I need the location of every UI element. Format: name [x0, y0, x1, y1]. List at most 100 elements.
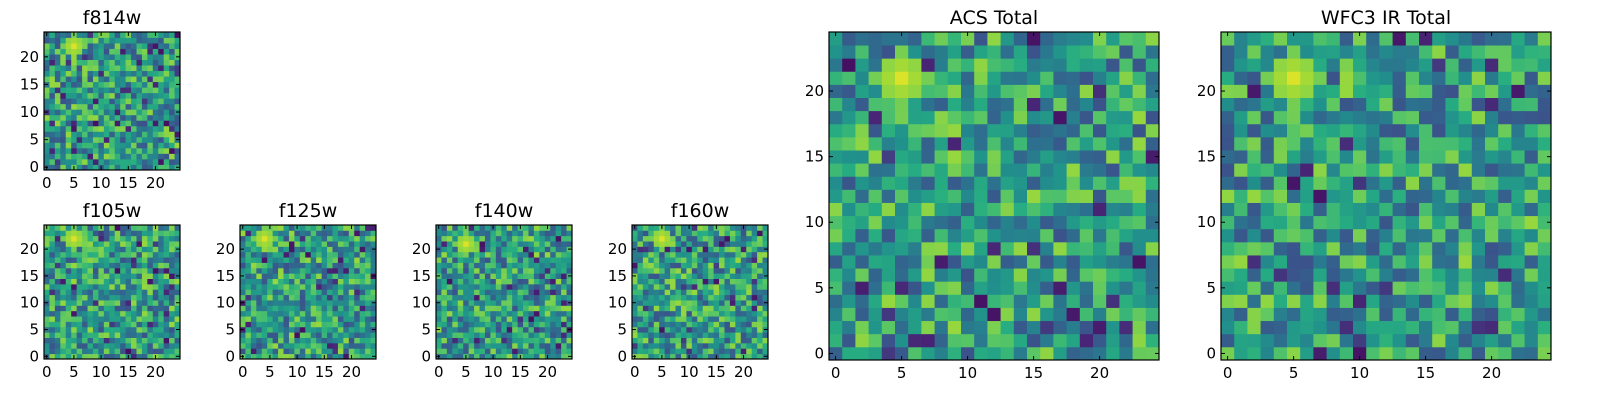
heatmap-cell [1339, 32, 1354, 46]
heatmap-cell [1287, 189, 1301, 203]
heatmap-cell [517, 230, 524, 237]
heatmap-cell [1106, 136, 1120, 151]
heatmap-cell [1000, 32, 1015, 46]
heatmap-cell [648, 246, 655, 253]
heatmap-cell [54, 316, 61, 322]
heatmap-cell [495, 326, 502, 333]
heatmap-cell [1079, 97, 1094, 112]
heatmap-cell [512, 262, 518, 269]
heatmap-cell [103, 153, 110, 160]
heatmap-cell [114, 262, 121, 269]
heatmap-cell [702, 300, 709, 306]
heatmap-cell [550, 235, 557, 242]
heatmap-cell [136, 43, 143, 49]
heatmap-cell [136, 109, 143, 116]
heatmap-cell [131, 32, 137, 38]
heatmap-cell [169, 305, 175, 312]
heatmap-cell [131, 305, 137, 312]
heatmap-cell [566, 283, 573, 290]
heatmap-cell [54, 65, 61, 72]
heatmap-cell [299, 326, 306, 333]
heatmap-cell [343, 337, 350, 344]
heatmap-cell [463, 294, 470, 301]
heatmap-cell [131, 59, 137, 66]
heatmap-cell [762, 310, 769, 317]
heatmap-cell [463, 332, 470, 338]
heatmap-cell [1524, 176, 1539, 190]
heatmap-cell [490, 348, 497, 355]
heatmap-cell [697, 305, 704, 312]
heatmap-cell [1537, 32, 1552, 46]
heatmap-cell [675, 294, 682, 301]
heatmap-cell [987, 163, 1001, 177]
heatmap-cell [1053, 110, 1067, 125]
heatmap-cell [120, 348, 126, 355]
heatmap-cell [1485, 241, 1499, 256]
heatmap-cell [152, 158, 159, 165]
heatmap-cell [141, 76, 148, 83]
heatmap-cell [1106, 202, 1120, 217]
heatmap-cell [44, 48, 50, 55]
heatmap-cell [65, 114, 72, 121]
heatmap-cell [457, 257, 464, 263]
heatmap-cell [719, 310, 725, 317]
heatmap-cell [1353, 84, 1367, 98]
heatmap-cell [141, 92, 148, 99]
heatmap-cell [343, 342, 350, 349]
heatmap-cell [474, 235, 480, 242]
heatmap-cell [114, 81, 121, 88]
heatmap-cell [1273, 45, 1288, 59]
heatmap-cell [653, 321, 660, 328]
heatmap-cell [670, 262, 676, 269]
heatmap-cell [114, 337, 121, 344]
heatmap-cell [961, 333, 975, 348]
heatmap-cell [719, 289, 725, 296]
heatmap-cell [539, 246, 546, 253]
heatmap-cell [735, 321, 742, 328]
heatmap-cell [109, 283, 116, 290]
heatmap-cell [103, 54, 110, 60]
heatmap-cell [267, 230, 274, 237]
heatmap-cell [1040, 163, 1054, 177]
heatmap-cell [1053, 150, 1067, 164]
heatmap-cell [152, 136, 159, 143]
heatmap-cell [680, 241, 687, 247]
heatmap-cell [250, 326, 257, 333]
heatmap-cell [71, 103, 78, 110]
heatmap-cell [757, 353, 763, 360]
heatmap-cell [1471, 202, 1486, 217]
heatmap-cell [131, 153, 137, 160]
heatmap-cell [457, 230, 464, 237]
heatmap-cell [1366, 255, 1380, 269]
heatmap-cell [642, 241, 649, 247]
heatmap-cell [87, 153, 94, 160]
heatmap-cell [729, 262, 736, 269]
heatmap-cell [82, 98, 88, 105]
heatmap-cell [147, 120, 154, 127]
heatmap-cell [1273, 189, 1288, 203]
heatmap-cell [1458, 255, 1473, 269]
heatmap-cell [1093, 228, 1107, 243]
heatmap-cell [1366, 45, 1380, 59]
heatmap-cell [109, 92, 116, 99]
heatmap-cell [54, 92, 61, 99]
heatmap-cell [1485, 189, 1499, 203]
heatmap-cell [751, 305, 758, 312]
heatmap-cell [1300, 228, 1314, 243]
heatmap-cell [92, 326, 99, 333]
heatmap-cell [934, 136, 949, 151]
heatmap-cell [490, 294, 497, 301]
heatmap-cell [163, 98, 170, 105]
heatmap-cell [174, 43, 181, 49]
x-tick-label: 5 [265, 363, 275, 381]
heatmap-cell [343, 230, 350, 237]
heatmap-cell [136, 262, 143, 269]
heatmap-cell [65, 142, 72, 149]
heatmap-cell [479, 230, 486, 237]
heatmap-cell [256, 326, 263, 333]
heatmap-cell [751, 235, 758, 242]
heatmap-cell [87, 120, 94, 127]
heatmap-cell [495, 273, 502, 279]
heatmap-cell [310, 225, 317, 231]
